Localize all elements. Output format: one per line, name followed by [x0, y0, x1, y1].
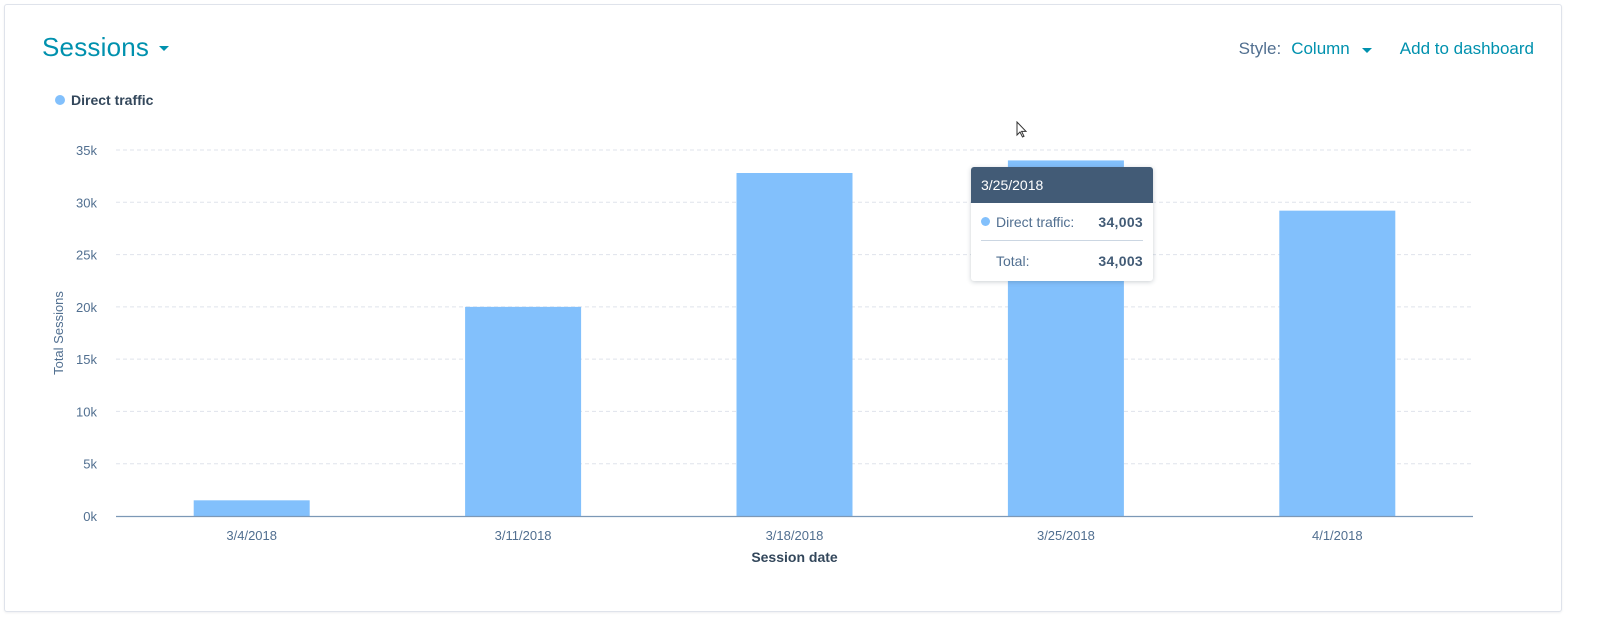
- tooltip-total-label: Total:: [996, 253, 1030, 269]
- x-tick-label: 3/18/2018: [766, 528, 824, 543]
- style-value: Column: [1291, 39, 1350, 58]
- chevron-down-icon: [159, 46, 170, 51]
- chart-controls: Style: Column Add to dashboard: [1239, 39, 1534, 59]
- mouse-cursor-icon: [1016, 121, 1028, 138]
- report-title-dropdown[interactable]: Sessions: [42, 32, 170, 63]
- tooltip-total-value: 34,003: [1098, 253, 1143, 269]
- legend-dot-icon: [55, 95, 65, 105]
- tooltip-date: 3/25/2018: [971, 167, 1153, 203]
- y-tick-label: 20k: [76, 300, 97, 315]
- bar[interactable]: [1279, 210, 1396, 516]
- x-axis-title: Session date: [751, 549, 838, 565]
- report-title: Sessions: [42, 32, 150, 62]
- chart-legend[interactable]: Direct traffic: [55, 92, 153, 108]
- bar[interactable]: [193, 500, 310, 516]
- tooltip-series-row: Direct traffic: 34,003: [981, 203, 1143, 241]
- y-tick-label: 5k: [83, 457, 97, 472]
- x-tick-label: 3/11/2018: [495, 528, 552, 543]
- y-tick-label: 15k: [76, 352, 97, 367]
- y-tick-label: 30k: [76, 195, 97, 210]
- y-tick-label: 25k: [76, 248, 97, 263]
- chevron-down-icon: [1361, 47, 1372, 53]
- y-tick-label: 35k: [76, 143, 97, 158]
- x-tick-label: 3/25/2018: [1037, 528, 1095, 543]
- y-tick-label: 0k: [83, 509, 97, 524]
- tooltip-series-label: Direct traffic:: [996, 213, 1075, 230]
- tooltip-total-row: Total: 34,003: [981, 241, 1143, 281]
- bar[interactable]: [465, 306, 582, 516]
- add-to-dashboard-link[interactable]: Add to dashboard: [1399, 39, 1534, 58]
- legend-label: Direct traffic: [71, 92, 154, 108]
- x-tick-label: 3/4/2018: [226, 528, 277, 543]
- chart-tooltip: 3/25/2018 Direct traffic: 34,003 Total: …: [971, 167, 1153, 281]
- style-label: Style:: [1238, 39, 1282, 58]
- style-dropdown[interactable]: Column: [1291, 39, 1372, 59]
- x-tick-label: 4/1/2018: [1312, 528, 1363, 543]
- series-dot-icon: [981, 217, 990, 226]
- y-tick-label: 10k: [76, 404, 97, 419]
- y-axis-title: Total Sessions: [51, 291, 66, 375]
- bar[interactable]: [736, 173, 853, 516]
- tooltip-series-value: 34,003: [1098, 213, 1143, 230]
